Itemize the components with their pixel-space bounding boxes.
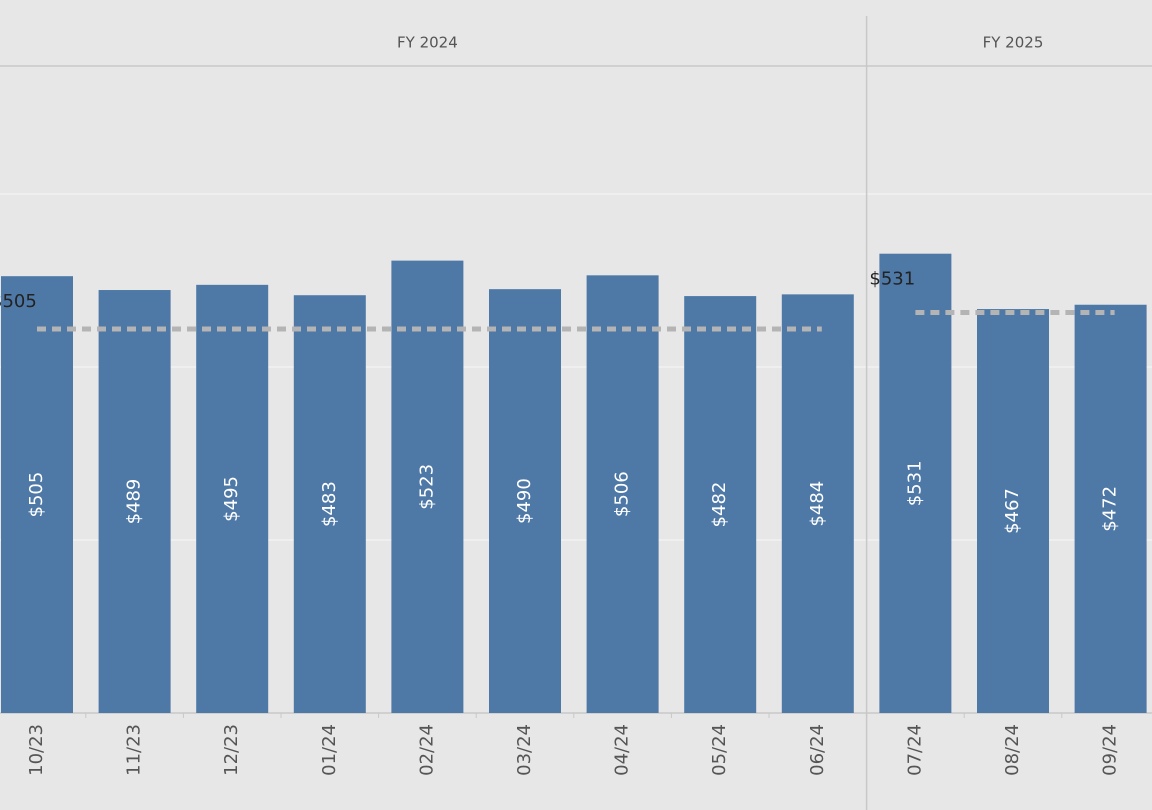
x-tick-label: 07/24 (904, 724, 925, 776)
value-label: $484 (807, 481, 828, 527)
x-tick-label: 08/24 (1002, 724, 1023, 776)
value-label: $490 (514, 478, 535, 524)
bar (196, 284, 269, 713)
value-label: $506 (612, 471, 633, 517)
value-label: $505 (26, 472, 47, 518)
x-tick-label: 03/24 (514, 724, 535, 776)
value-label: $467 (1002, 488, 1023, 534)
bar (879, 253, 952, 713)
bar (1074, 304, 1147, 713)
bar (586, 275, 659, 713)
bar (684, 296, 757, 713)
bar (98, 290, 171, 713)
x-tick-label: 11/23 (124, 724, 145, 776)
bar (489, 289, 561, 713)
bar (1, 276, 73, 713)
x-tick-label: 01/24 (319, 724, 340, 776)
x-tick-label: 02/24 (416, 724, 437, 776)
value-label: $472 (1100, 486, 1121, 532)
value-label: $489 (124, 479, 145, 525)
annotation: $531 (869, 269, 915, 290)
group-header: FY 2025 (983, 34, 1044, 52)
x-tick-label: 05/24 (709, 724, 730, 776)
group-header: FY 2024 (397, 34, 458, 52)
annotation: $505 (0, 291, 37, 312)
value-label: $531 (904, 460, 925, 506)
value-label: $523 (416, 464, 437, 510)
x-tick-label: 12/23 (221, 724, 242, 776)
bar (977, 309, 1049, 713)
value-label: $495 (221, 476, 242, 522)
bar (781, 294, 854, 713)
value-label: $482 (709, 482, 730, 528)
x-tick-label: 09/24 (1100, 724, 1121, 776)
x-tick-label: 04/24 (612, 724, 633, 776)
bar (293, 295, 366, 713)
x-tick-label: 06/24 (807, 724, 828, 776)
value-label: $483 (319, 481, 340, 527)
x-tick-label: 10/23 (26, 724, 47, 776)
bar (391, 260, 464, 713)
